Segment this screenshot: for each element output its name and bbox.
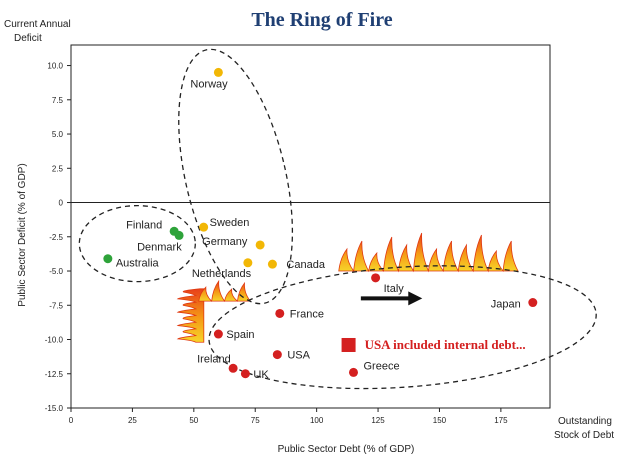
y-corner-label-line2: Deficit: [14, 33, 42, 44]
x-corner-label-line2: Stock of Debt: [554, 430, 614, 441]
point-canada: [267, 259, 277, 269]
y-tick-label-7-5: 7.5: [52, 96, 64, 105]
point-label-sweden: Sweden: [210, 217, 250, 229]
flames-right: [338, 232, 519, 273]
plot-frame: [70, 44, 551, 409]
point-label-australia: Australia: [116, 258, 160, 270]
y-tick-label-10-0: -10.0: [45, 336, 64, 345]
point-italy: [371, 273, 381, 283]
y-tick-label-15-0: -15.0: [45, 404, 64, 413]
x-tick-label-125: 125: [371, 416, 385, 425]
data-points: Norway Sweden Germany Netherlands Canada Finl…: [103, 67, 538, 381]
point-label-canada: Canada: [286, 259, 325, 271]
point-australia: [103, 254, 113, 264]
point-label-denmark: Denmark: [137, 241, 182, 253]
point-label-france: France: [290, 308, 324, 320]
point-norway: [213, 67, 223, 77]
y-tick-label-2-5: -2.5: [49, 233, 63, 242]
point-greece: [348, 367, 358, 377]
point-label-japan: Japan: [491, 299, 521, 311]
usa-annotation: USA included internal debt...: [341, 291, 526, 352]
flames-left: [176, 288, 205, 343]
x-tick-label-75: 75: [251, 416, 260, 425]
y-axis-title: Public Sector Deficit (% of GDP): [17, 163, 28, 306]
x-tick-label-150: 150: [433, 416, 447, 425]
y-corner-label-line1: Current Annual: [4, 19, 71, 30]
x-tick-label-175: 175: [494, 416, 508, 425]
point-label-greece: Greece: [363, 360, 399, 372]
y-tick-label-5-0: 5.0: [52, 130, 64, 139]
x-tick-label-25: 25: [128, 416, 137, 425]
x-axis-title: Public Sector Debt (% of GDP): [278, 444, 415, 455]
arrow-head: [408, 291, 423, 306]
ring-of-fire: [208, 265, 597, 390]
ring-nordic: [78, 204, 196, 283]
chart-title: The Ring of Fire: [251, 9, 392, 31]
y-tick-label-10-0: 10.0: [47, 62, 63, 71]
axis-ticks: 0 25 50 75 100 125 150 175 10.0 7.5 5.0 2.5 0 -2.5 -5.…: [45, 62, 508, 425]
point-uk: [240, 369, 250, 379]
point-label-uk: UK: [253, 369, 269, 381]
flames-decoration: [176, 232, 519, 343]
point-ireland: [228, 363, 238, 373]
point-sweden: [199, 222, 209, 232]
y-tick-label-7-5: -7.5: [49, 301, 63, 310]
point-label-norway: Norway: [190, 78, 228, 90]
flames-left-top: [198, 279, 252, 303]
usa-annotation-marker: [341, 337, 356, 352]
y-tick-label-12-5: -12.5: [45, 370, 64, 379]
x-tick-label-0: 0: [69, 416, 74, 425]
point-label-spain: Spain: [226, 329, 254, 341]
point-netherlands: [243, 258, 253, 268]
point-label-usa: USA: [287, 350, 310, 362]
point-france: [275, 308, 285, 318]
y-tick-label-0: 0: [59, 199, 64, 208]
x-tick-label-50: 50: [189, 416, 198, 425]
y-tick-label-2-5: 2.5: [52, 164, 64, 173]
x-tick-label-100: 100: [310, 416, 324, 425]
point-usa: [272, 350, 282, 360]
usa-annotation-text: USA included internal debt...: [365, 337, 526, 352]
point-spain: [213, 329, 223, 339]
point-label-ireland: Ireland: [197, 353, 231, 365]
point-denmark: [174, 230, 184, 240]
point-japan: [528, 298, 538, 308]
point-label-finland: Finland: [126, 219, 162, 231]
x-corner-label-line1: Outstanding: [558, 416, 612, 427]
y-tick-label-5-0: -5.0: [49, 267, 63, 276]
point-label-italy: Italy: [384, 283, 405, 295]
point-label-netherlands: Netherlands: [192, 268, 252, 280]
point-label-germany: Germany: [202, 236, 248, 248]
point-germany: [255, 240, 265, 250]
